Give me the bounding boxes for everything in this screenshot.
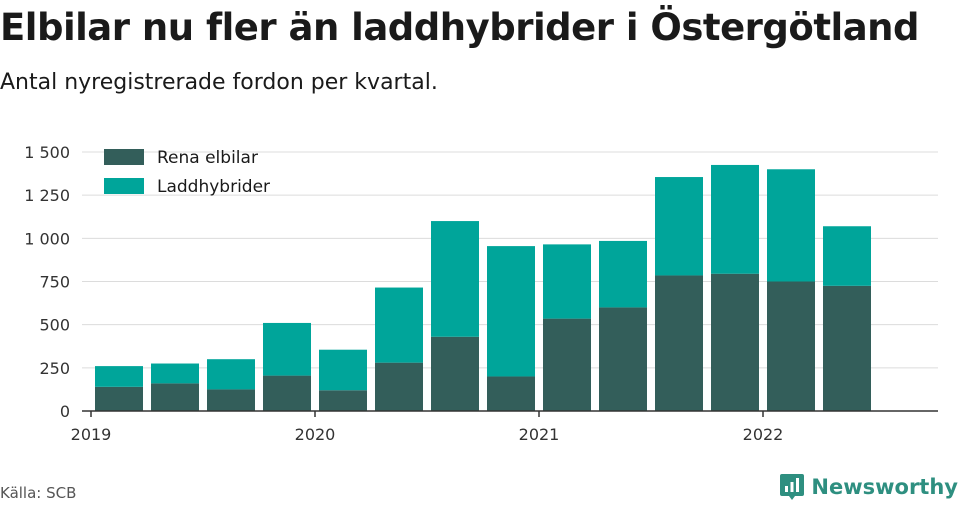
- bar-laddhybrider: [319, 349, 367, 391]
- bar-rena-elbilar: [319, 390, 367, 411]
- bar-laddhybrider: [263, 322, 311, 376]
- bar-rena-elbilar: [375, 362, 423, 411]
- y-tick-label: 750: [39, 273, 70, 292]
- legend-label: Laddhybrider: [157, 177, 270, 197]
- bar-laddhybrider: [431, 221, 479, 337]
- y-tick-label: 1 000: [24, 229, 70, 248]
- y-tick-label: 0: [60, 402, 70, 421]
- brand-name: Newsworthy: [811, 475, 958, 499]
- bar-laddhybrider: [375, 287, 423, 363]
- bar-laddhybrider: [487, 246, 535, 377]
- bar-rena-elbilar: [95, 386, 143, 411]
- legend-label: Rena elbilar: [157, 148, 258, 168]
- bar-rena-elbilar: [767, 281, 815, 411]
- legend-swatch: [104, 178, 144, 194]
- chart-subtitle: Antal nyregistrerade fordon per kvartal.: [0, 70, 438, 95]
- bar-laddhybrider: [151, 363, 199, 384]
- bar-rena-elbilar: [207, 389, 255, 411]
- y-tick-label: 500: [39, 316, 70, 335]
- bar-laddhybrider: [95, 366, 143, 387]
- brand-logo: Newsworthy: [779, 473, 958, 501]
- x-tick-label: 2020: [295, 425, 336, 444]
- x-tick-label: 2019: [71, 425, 112, 444]
- bar-rena-elbilar: [599, 307, 647, 411]
- bar-laddhybrider: [599, 240, 647, 308]
- bar-laddhybrider: [207, 359, 255, 390]
- legend: Rena elbilar Laddhybrider: [104, 148, 270, 197]
- bar-rena-elbilar: [711, 273, 759, 411]
- x-axis: 2019 2020 2021 2022: [71, 410, 938, 444]
- newsworthy-chart-icon: [780, 474, 805, 500]
- y-axis: 0 250 500 750 1 000 1 250 1 500: [24, 143, 70, 421]
- x-tick-label: 2021: [519, 425, 560, 444]
- bar-laddhybrider: [543, 244, 591, 319]
- bar-laddhybrider: [767, 169, 815, 282]
- bar-rena-elbilar: [487, 376, 535, 411]
- bar-laddhybrider: [823, 226, 871, 286]
- bar-rena-elbilar: [655, 275, 703, 411]
- bar-laddhybrider: [711, 164, 759, 274]
- bar-rena-elbilar: [151, 383, 199, 411]
- y-tick-label: 1 250: [24, 186, 70, 205]
- bar-rena-elbilar: [431, 336, 479, 411]
- y-tick-label: 250: [39, 359, 70, 378]
- legend-swatch: [104, 149, 144, 165]
- x-tick-label: 2022: [743, 425, 784, 444]
- bar-rena-elbilar: [263, 375, 311, 411]
- y-tick-label: 1 500: [24, 143, 70, 162]
- source-note: Källa: SCB: [0, 484, 77, 502]
- bar-rena-elbilar: [543, 318, 591, 411]
- bar-rena-elbilar: [823, 285, 871, 411]
- bars: [95, 164, 871, 411]
- chart-title: Elbilar nu fler än laddhybrider i Österg…: [0, 6, 920, 49]
- bar-laddhybrider: [655, 177, 703, 276]
